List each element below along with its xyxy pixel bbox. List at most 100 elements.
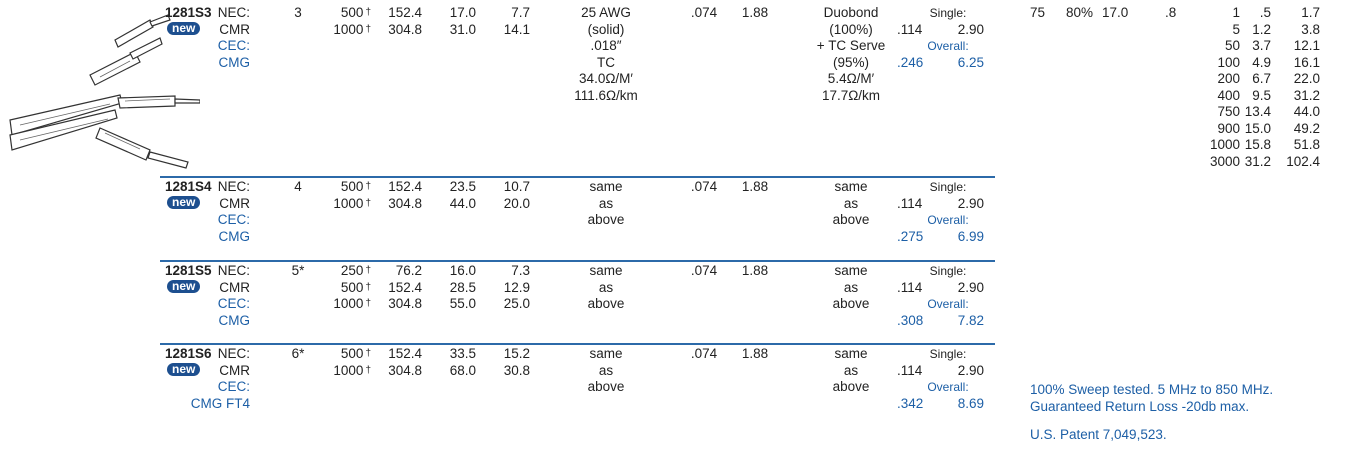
listing: NEC: xyxy=(217,5,250,20)
shield: same xyxy=(834,346,868,361)
listing: CEC: xyxy=(217,212,250,227)
shield: as xyxy=(843,279,859,295)
weight-kg: 25.0 xyxy=(503,296,530,311)
length-m: 76.2 xyxy=(395,263,422,278)
dagger: † xyxy=(365,298,371,309)
attenuation-ft: 1.2 xyxy=(1252,21,1271,37)
listing: CEC: xyxy=(217,38,250,53)
new-badge: new xyxy=(167,280,201,293)
shield: 5.4Ω/M′ xyxy=(827,71,875,86)
velocity: 80% xyxy=(1066,5,1094,20)
pairs: 5* xyxy=(291,263,305,278)
jacket-in: .114 xyxy=(897,279,923,295)
frequency: 50 xyxy=(1224,38,1240,53)
new-badge: new xyxy=(167,363,201,376)
jacket-in: .308 xyxy=(897,312,924,328)
conductor: above xyxy=(587,379,625,394)
length-ft: 500 † xyxy=(340,179,371,194)
jacket-in: .114 xyxy=(897,21,923,37)
frequency: 100 xyxy=(1217,54,1240,70)
weight-kg: 12.9 xyxy=(503,279,530,295)
attenuation-m: 49.2 xyxy=(1293,120,1320,136)
shield: + TC Serve xyxy=(816,38,886,53)
weight-lbs: 17.0 xyxy=(449,5,476,20)
shield: above xyxy=(832,379,870,394)
attenuation-m: 31.2 xyxy=(1293,87,1320,103)
insulation-mm: 1.88 xyxy=(741,346,769,361)
frequency: 750 xyxy=(1217,104,1240,119)
conductor: 25 AWG xyxy=(581,5,631,20)
pairs: 3 xyxy=(294,5,302,20)
frequency: 1000 xyxy=(1209,137,1240,152)
conductor: as xyxy=(598,279,614,295)
dagger: † xyxy=(365,181,371,192)
frequency: 1 xyxy=(1232,5,1240,20)
dagger: † xyxy=(365,197,371,209)
jacket-label: Single: xyxy=(929,264,967,278)
weight-lbs: 31.0 xyxy=(449,21,476,37)
attenuation-m: 51.8 xyxy=(1293,137,1320,152)
dagger: † xyxy=(365,281,371,293)
weight-kg: 7.7 xyxy=(511,5,530,20)
insulation-in: .074 xyxy=(690,263,718,278)
jacket-label: Overall: xyxy=(927,213,969,227)
listing: CEC: xyxy=(217,296,250,311)
attenuation-m: 12.1 xyxy=(1293,38,1320,53)
listing: CMG xyxy=(218,228,251,244)
attenuation-ft: 31.2 xyxy=(1244,153,1271,169)
shield: (95%) xyxy=(832,54,870,70)
shield: as xyxy=(843,195,859,211)
capacitance: 17.0 xyxy=(1102,5,1129,20)
weight-lbs: 55.0 xyxy=(449,296,476,311)
attenuation-ft: 9.5 xyxy=(1252,87,1271,103)
insulation-in: .074 xyxy=(690,179,718,194)
capacitance: .8 xyxy=(1165,5,1177,20)
conductor: above xyxy=(587,212,625,227)
conductor: same xyxy=(589,346,623,361)
shield: above xyxy=(832,212,870,227)
attenuation-ft: .5 xyxy=(1259,5,1271,20)
row-rule xyxy=(160,260,995,262)
insulation-mm: 1.88 xyxy=(741,263,769,278)
frequency: 3000 xyxy=(1209,153,1240,169)
jacket-label: Single: xyxy=(929,347,967,361)
dagger: † xyxy=(365,364,371,376)
shield: same xyxy=(834,263,868,278)
part-number: 1281S3 xyxy=(165,5,212,20)
shield: 17.7Ω/km xyxy=(821,87,881,103)
frequency: 400 xyxy=(1217,87,1240,103)
weight-kg: 15.2 xyxy=(503,346,530,361)
jacket-in: .246 xyxy=(897,54,924,70)
length-m: 304.8 xyxy=(388,195,422,211)
pairs: 6* xyxy=(291,346,305,361)
shield: same xyxy=(834,179,868,194)
row-rule xyxy=(160,343,995,345)
jacket-mm: 6.25 xyxy=(957,54,984,70)
length-ft: 1000 † xyxy=(333,362,371,378)
attenuation-ft: 15.8 xyxy=(1244,137,1271,152)
part-number: 1281S4 xyxy=(165,179,212,194)
listing: NEC: xyxy=(217,263,250,278)
note: Guaranteed Return Loss -20db max. xyxy=(1030,399,1250,414)
attenuation-m: 22.0 xyxy=(1293,71,1320,86)
shield: above xyxy=(832,296,870,311)
listing: CEC: xyxy=(217,379,250,394)
conductor: (solid) xyxy=(587,21,625,37)
note: 100% Sweep tested. 5 MHz to 850 MHz. xyxy=(1030,382,1274,397)
jacket-in: .342 xyxy=(897,395,924,411)
weight-lbs: 33.5 xyxy=(449,346,476,361)
weight-kg: 20.0 xyxy=(503,195,530,211)
weight-kg: 10.7 xyxy=(503,179,530,194)
length-ft: 1000 † xyxy=(333,21,371,37)
weight-lbs: 68.0 xyxy=(449,362,476,378)
length-m: 152.4 xyxy=(388,179,422,194)
conductor: 111.6Ω/km xyxy=(574,87,638,103)
jacket-label: Overall: xyxy=(927,297,969,311)
row-rule xyxy=(160,176,995,178)
length-ft: 250 † xyxy=(340,263,371,278)
length-ft: 1000 † xyxy=(333,296,371,311)
length-ft: 1000 † xyxy=(333,195,371,211)
attenuation-m: 1.7 xyxy=(1301,5,1320,20)
attenuation-ft: 6.7 xyxy=(1252,71,1271,86)
